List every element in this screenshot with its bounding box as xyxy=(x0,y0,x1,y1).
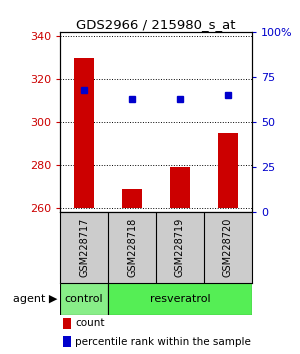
Text: GSM228720: GSM228720 xyxy=(223,218,233,278)
Text: percentile rank within the sample: percentile rank within the sample xyxy=(75,337,251,347)
Bar xyxy=(63,318,70,329)
Bar xyxy=(74,58,94,208)
Text: agent ▶: agent ▶ xyxy=(13,294,57,304)
Text: GSM228718: GSM228718 xyxy=(127,218,137,278)
Text: GSM228717: GSM228717 xyxy=(79,218,89,278)
Text: resveratrol: resveratrol xyxy=(150,294,210,304)
Bar xyxy=(122,189,142,208)
Text: control: control xyxy=(65,294,103,304)
Bar xyxy=(108,283,252,315)
Bar xyxy=(218,133,238,208)
Bar xyxy=(63,336,70,347)
Bar xyxy=(170,167,190,208)
Text: GSM228719: GSM228719 xyxy=(175,218,185,278)
Text: count: count xyxy=(75,318,104,328)
Bar xyxy=(60,283,108,315)
Title: GDS2966 / 215980_s_at: GDS2966 / 215980_s_at xyxy=(76,18,236,31)
